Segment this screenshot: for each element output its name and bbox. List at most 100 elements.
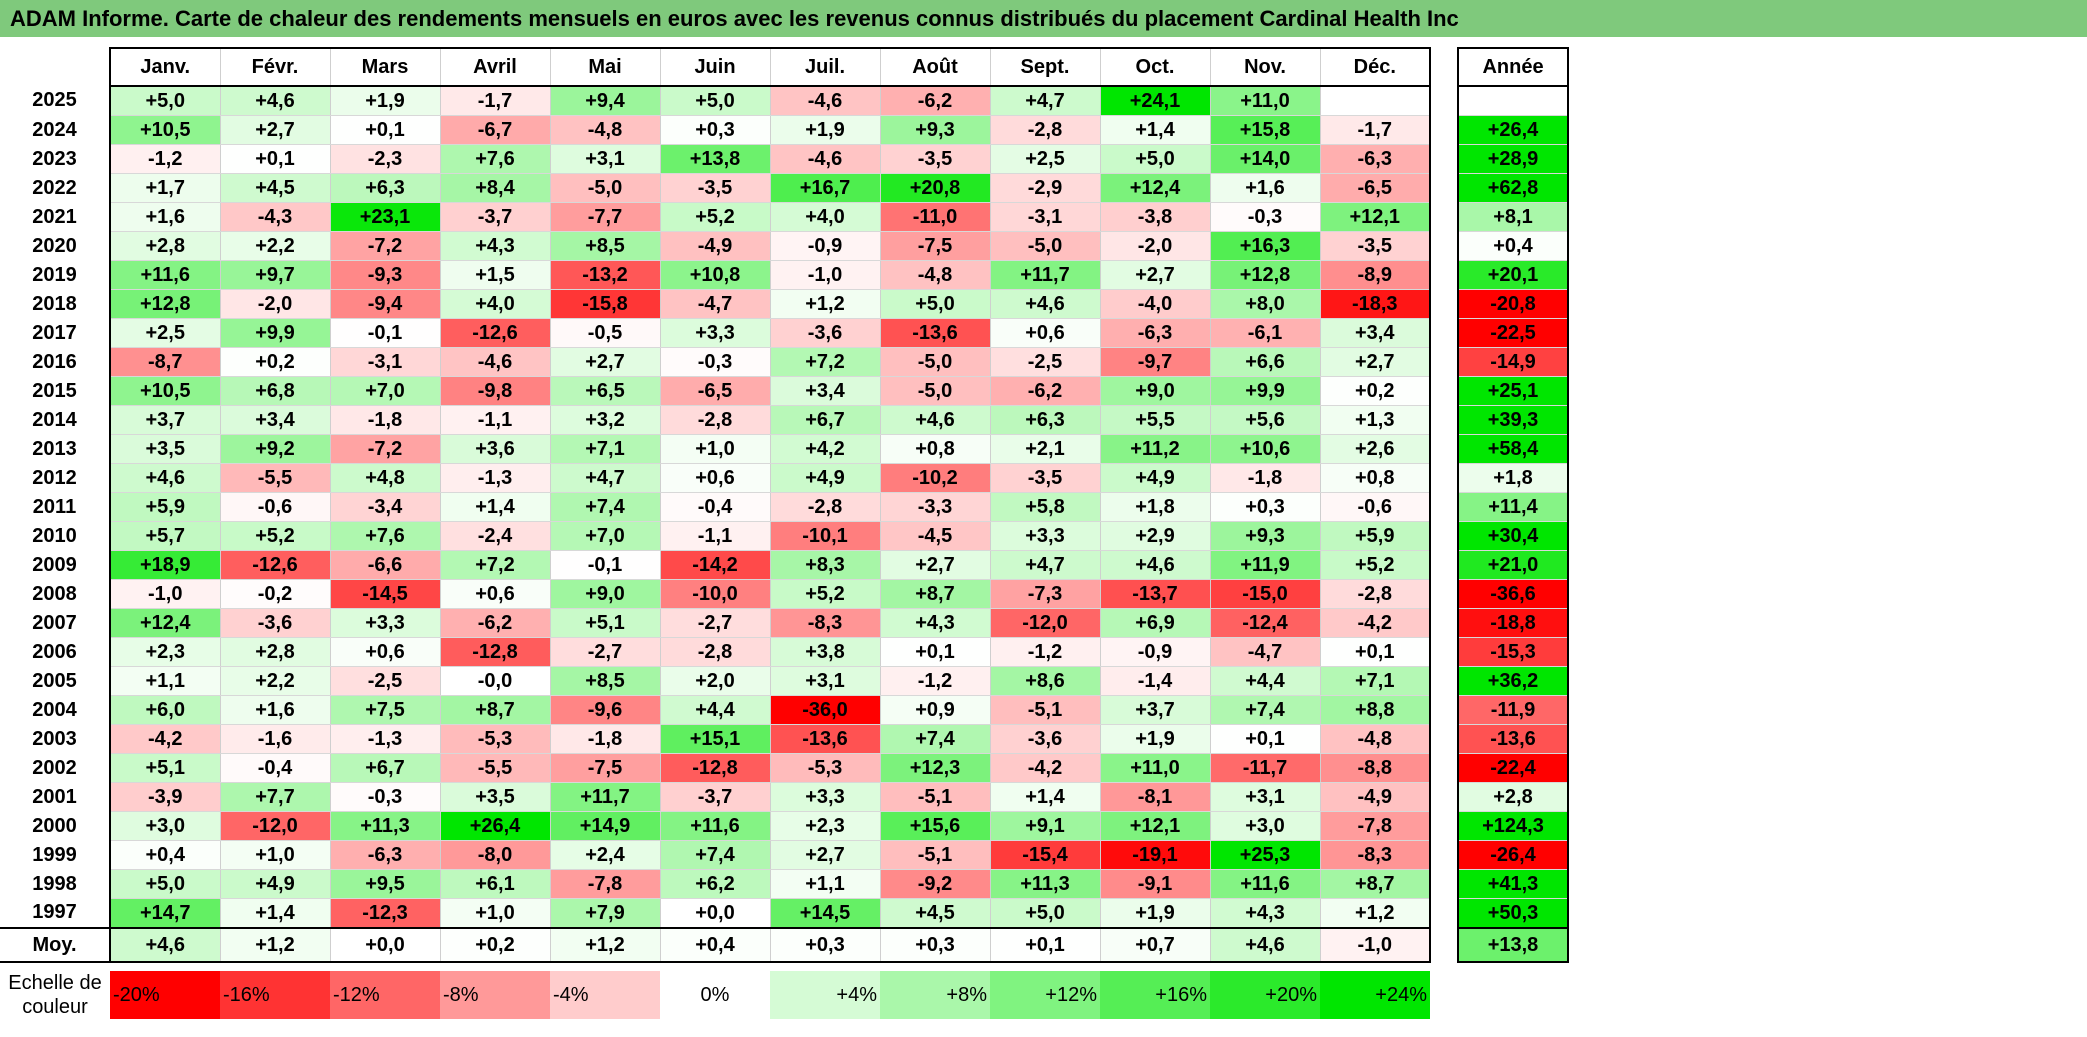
heat-cell: +8,3 bbox=[769, 550, 881, 580]
heat-cell: +4,6 bbox=[1099, 550, 1211, 580]
heat-cell: -6,3 bbox=[1319, 144, 1431, 174]
heat-cell: +0,9 bbox=[879, 695, 991, 725]
heat-cell: -3,5 bbox=[989, 463, 1101, 493]
spacer-cell bbox=[1430, 376, 1458, 406]
year-row: 2007 +12,4 -3,6 +3,3 -6,2 +5,1 -2,7 -8,3 +4,3 -12… bbox=[0, 608, 1569, 638]
heat-cell: +7,6 bbox=[329, 521, 441, 551]
annual-cell: -14,9 bbox=[1457, 347, 1569, 377]
heat-cell: -2,9 bbox=[989, 173, 1101, 203]
year-label: 2005 bbox=[32, 669, 77, 692]
heat-cell: +3,3 bbox=[329, 608, 441, 638]
heat-cell: +4,6 bbox=[219, 86, 331, 116]
heat-cell: -13,2 bbox=[549, 260, 661, 290]
spacer-cell bbox=[1430, 695, 1458, 725]
year-row: 1999 +0,4 +1,0 -6,3 -8,0 +2,4 +7,4 +2,7 -5,1 -15,… bbox=[0, 840, 1569, 870]
color-scale-step: +20% bbox=[1210, 971, 1320, 1019]
annual-cell: +0,4 bbox=[1457, 231, 1569, 261]
heat-cell: +11,3 bbox=[989, 869, 1101, 899]
heat-cell: -0,0 bbox=[439, 666, 551, 696]
heat-cell: -8,3 bbox=[769, 608, 881, 638]
year-label: 2020 bbox=[32, 234, 77, 257]
heat-cell: -0,1 bbox=[329, 318, 441, 348]
year-label: 2024 bbox=[32, 118, 77, 141]
annual-cell: +28,9 bbox=[1457, 144, 1569, 174]
heat-cell: -1,7 bbox=[1319, 115, 1431, 145]
spacer-cell bbox=[1430, 637, 1458, 667]
heat-cell: -3,6 bbox=[769, 318, 881, 348]
spacer-cell bbox=[1430, 405, 1458, 435]
heat-cell: +10,5 bbox=[109, 376, 221, 406]
heat-cell: +3,3 bbox=[989, 521, 1101, 551]
month-header: Avril bbox=[439, 47, 551, 87]
year-label: 2019 bbox=[32, 263, 77, 286]
heat-cell: +4,3 bbox=[439, 231, 551, 261]
year-row: 2001 -3,9 +7,7 -0,3 +3,5 +11,7 -3,7 +3,3 -5,1 +1,… bbox=[0, 782, 1569, 812]
heat-cell: +11,6 bbox=[1209, 869, 1321, 899]
heat-cell: -14,5 bbox=[329, 579, 441, 609]
heat-cell: -3,9 bbox=[109, 782, 221, 812]
heat-cell: +7,4 bbox=[549, 492, 661, 522]
year-label: 2006 bbox=[32, 640, 77, 663]
heat-cell: +0,1 bbox=[1319, 637, 1431, 667]
heat-cell: +6,9 bbox=[1099, 608, 1211, 638]
year-row: 2003 -4,2 -1,6 -1,3 -5,3 -1,8 +15,1 -13,6 +7,4 -3… bbox=[0, 724, 1569, 754]
heat-cell: -0,6 bbox=[219, 492, 331, 522]
month-header: Nov. bbox=[1209, 47, 1321, 87]
heat-cell: -0,4 bbox=[659, 492, 771, 522]
heat-cell: +12,4 bbox=[1099, 173, 1211, 203]
heat-cell: -15,8 bbox=[549, 289, 661, 319]
annual-cell: +62,8 bbox=[1457, 173, 1569, 203]
heat-cell: -7,8 bbox=[549, 869, 661, 899]
heat-cell: +16,7 bbox=[769, 173, 881, 203]
heat-cell: +8,4 bbox=[439, 173, 551, 203]
year-row: 2019 +11,6 +9,7 -9,3 +1,5 -13,2 +10,8 -1,0 -4,8 +… bbox=[0, 260, 1569, 290]
heat-cell: +25,3 bbox=[1209, 840, 1321, 870]
heat-cell: +5,0 bbox=[989, 898, 1101, 929]
heat-cell: -9,3 bbox=[329, 260, 441, 290]
month-header: Juin bbox=[659, 47, 771, 87]
heat-cell: +4,7 bbox=[989, 86, 1101, 116]
heat-cell: +7,0 bbox=[329, 376, 441, 406]
heat-cell: +1,7 bbox=[109, 173, 221, 203]
heat-cell: +9,4 bbox=[549, 86, 661, 116]
heat-cell: +3,1 bbox=[549, 144, 661, 174]
heat-cell: +15,6 bbox=[879, 811, 991, 841]
spacer-cell bbox=[1430, 434, 1458, 464]
heat-cell: -6,3 bbox=[1099, 318, 1211, 348]
heat-cell: +3,0 bbox=[109, 811, 221, 841]
heat-cell: -0,1 bbox=[549, 550, 661, 580]
heat-cell: -3,6 bbox=[219, 608, 331, 638]
heat-cell: -13,6 bbox=[879, 318, 991, 348]
heat-cell: -3,4 bbox=[329, 492, 441, 522]
heat-cell: -2,8 bbox=[659, 405, 771, 435]
heat-cell: -3,7 bbox=[659, 782, 771, 812]
annual-cell: +58,4 bbox=[1457, 434, 1569, 464]
color-scale-step: +24% bbox=[1320, 971, 1430, 1019]
year-label: 1999 bbox=[32, 843, 77, 866]
heat-cell: +5,9 bbox=[109, 492, 221, 522]
heat-cell: -2,8 bbox=[989, 115, 1101, 145]
annual-cell: +41,3 bbox=[1457, 869, 1569, 899]
heat-cell: +4,5 bbox=[879, 898, 991, 929]
heat-cell: -1,4 bbox=[1099, 666, 1211, 696]
year-label: 2012 bbox=[32, 466, 77, 489]
spacer-cell bbox=[1430, 48, 1458, 86]
page-title: ADAM Informe. Carte de chaleur des rende… bbox=[0, 0, 2087, 37]
row-spacer bbox=[0, 962, 1568, 971]
year-row: 2005 +1,1 +2,2 -2,5 -0,0 +8,5 +2,0 +3,1 -1,2 +8,6… bbox=[0, 666, 1569, 696]
heat-cell: -0,4 bbox=[219, 753, 331, 783]
heat-cell: -36,0 bbox=[769, 695, 881, 725]
heat-cell: -2,0 bbox=[219, 289, 331, 319]
heat-cell: +9,3 bbox=[879, 115, 991, 145]
heat-cell: -6,6 bbox=[329, 550, 441, 580]
heat-cell: -9,1 bbox=[1099, 869, 1211, 899]
heat-cell: +14,0 bbox=[1209, 144, 1321, 174]
year-label: 2025 bbox=[32, 89, 77, 112]
heat-cell: +4,3 bbox=[879, 608, 991, 638]
annual-cell: +1,8 bbox=[1457, 463, 1569, 493]
heat-cell: -7,2 bbox=[329, 434, 441, 464]
heat-cell: +3,0 bbox=[1209, 811, 1321, 841]
heat-cell: +7,4 bbox=[659, 840, 771, 870]
annual-cell: +50,3 bbox=[1457, 898, 1569, 929]
heat-cell: +10,5 bbox=[109, 115, 221, 145]
